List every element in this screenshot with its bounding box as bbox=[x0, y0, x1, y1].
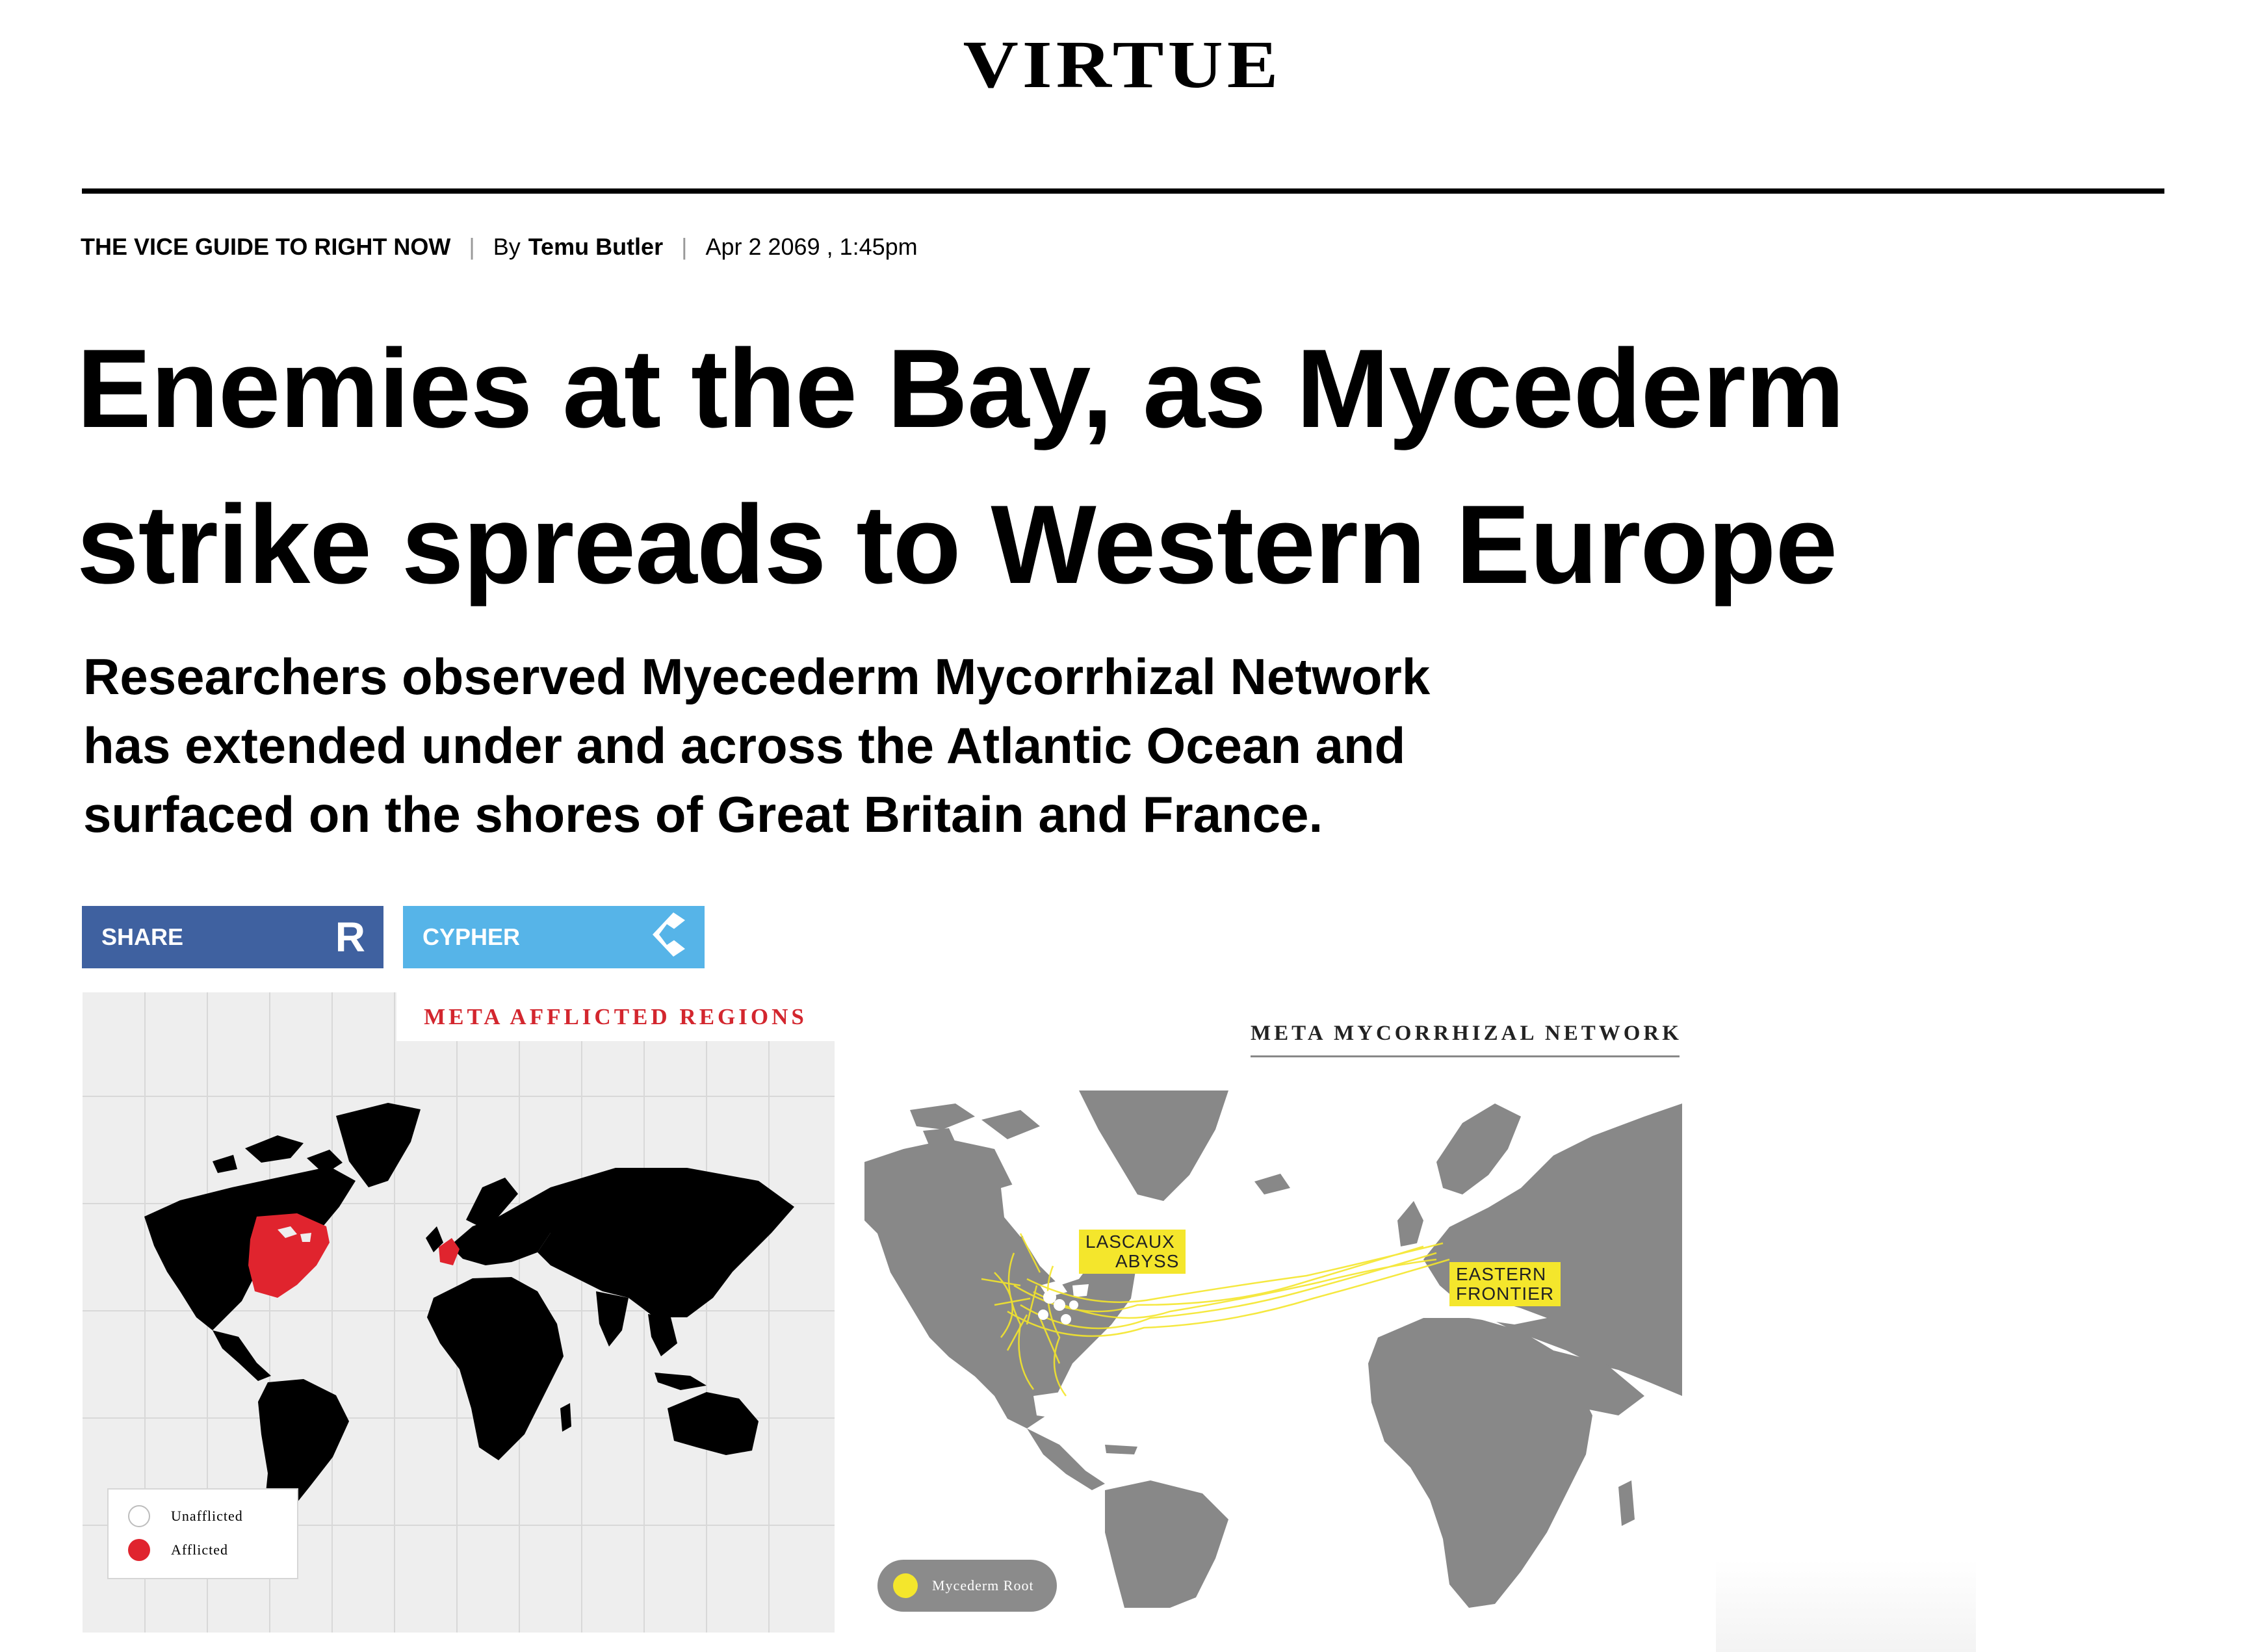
label-line: LASCAUX bbox=[1085, 1232, 1175, 1252]
by-label: By bbox=[493, 233, 521, 260]
legend-item: Unafflicted bbox=[128, 1505, 243, 1527]
meta-separator: | bbox=[681, 233, 688, 260]
lascaux-abyss-label: LASCAUX ABYSS bbox=[1079, 1230, 1186, 1274]
cypher-logo-icon bbox=[647, 911, 686, 964]
label-line: ABYSS bbox=[1115, 1251, 1180, 1271]
legend-label: Unafflicted bbox=[171, 1508, 243, 1524]
legend-label: Mycederm Root bbox=[932, 1577, 1034, 1594]
author-link[interactable]: Temu Butler bbox=[528, 233, 664, 260]
label-line: EASTERN bbox=[1456, 1264, 1547, 1284]
article-meta: THE VICE GUIDE TO RIGHT NOW | By Temu Bu… bbox=[81, 233, 918, 261]
share-label: SHARE bbox=[101, 923, 184, 950]
headline-line: Enemies at the Bay, as Mycederm bbox=[77, 326, 1845, 451]
unafflicted-swatch bbox=[128, 1505, 150, 1527]
label-line: FRONTIER bbox=[1456, 1284, 1555, 1304]
legend-item: Afflicted bbox=[128, 1539, 228, 1561]
eastern-frontier-label: EASTERN FRONTIER bbox=[1449, 1262, 1561, 1306]
world-map-illustration bbox=[144, 1103, 794, 1529]
header-rule bbox=[82, 188, 2164, 194]
network-map-title: META MYCORRHIZAL NETWORK bbox=[1251, 1022, 1682, 1045]
cypher-label: CYPHER bbox=[422, 923, 521, 950]
map-title: META AFFLICTED REGIONS bbox=[396, 992, 835, 1041]
publish-date: Apr 2 2069 , 1:45pm bbox=[705, 233, 918, 260]
page-fade bbox=[1716, 1560, 1976, 1652]
legend-label: Afflicted bbox=[171, 1542, 229, 1558]
r-logo-icon: R bbox=[335, 914, 365, 961]
afflicted-regions-map: META AFFLICTED REGIONS Unafflicted Affli… bbox=[83, 992, 835, 1633]
root-swatch bbox=[893, 1573, 918, 1598]
dek-line: has extended under and across the Atlant… bbox=[83, 717, 1406, 774]
article-dek: Researchers observed Myecederm Mycorrhiz… bbox=[83, 642, 1578, 849]
network-map-illustration bbox=[864, 1091, 1682, 1608]
meta-separator: | bbox=[469, 233, 475, 260]
headline: Enemies at the Bay, as Mycederm strike s… bbox=[77, 311, 2092, 623]
dek-line: Researchers observed Myecederm Mycorrhiz… bbox=[83, 648, 1431, 705]
afflicted-swatch bbox=[128, 1539, 150, 1561]
network-title-rule bbox=[1251, 1055, 1680, 1057]
section-link[interactable]: THE VICE GUIDE TO RIGHT NOW bbox=[81, 233, 451, 260]
headline-line: strike spreads to Western Europe bbox=[77, 482, 1837, 607]
network-legend: Mycederm Root bbox=[877, 1560, 1057, 1612]
map-legend: Unafflicted Afflicted bbox=[107, 1488, 298, 1579]
dek-line: surfaced on the shores of Great Britain … bbox=[83, 786, 1323, 843]
mycorrhizal-network-map: LASCAUX ABYSS EASTERN FRONTIER bbox=[864, 1091, 1682, 1608]
share-button[interactable]: SHARE R bbox=[82, 906, 383, 968]
site-logo[interactable]: VIRTUE bbox=[963, 27, 1282, 103]
cypher-button[interactable]: CYPHER bbox=[403, 906, 705, 968]
